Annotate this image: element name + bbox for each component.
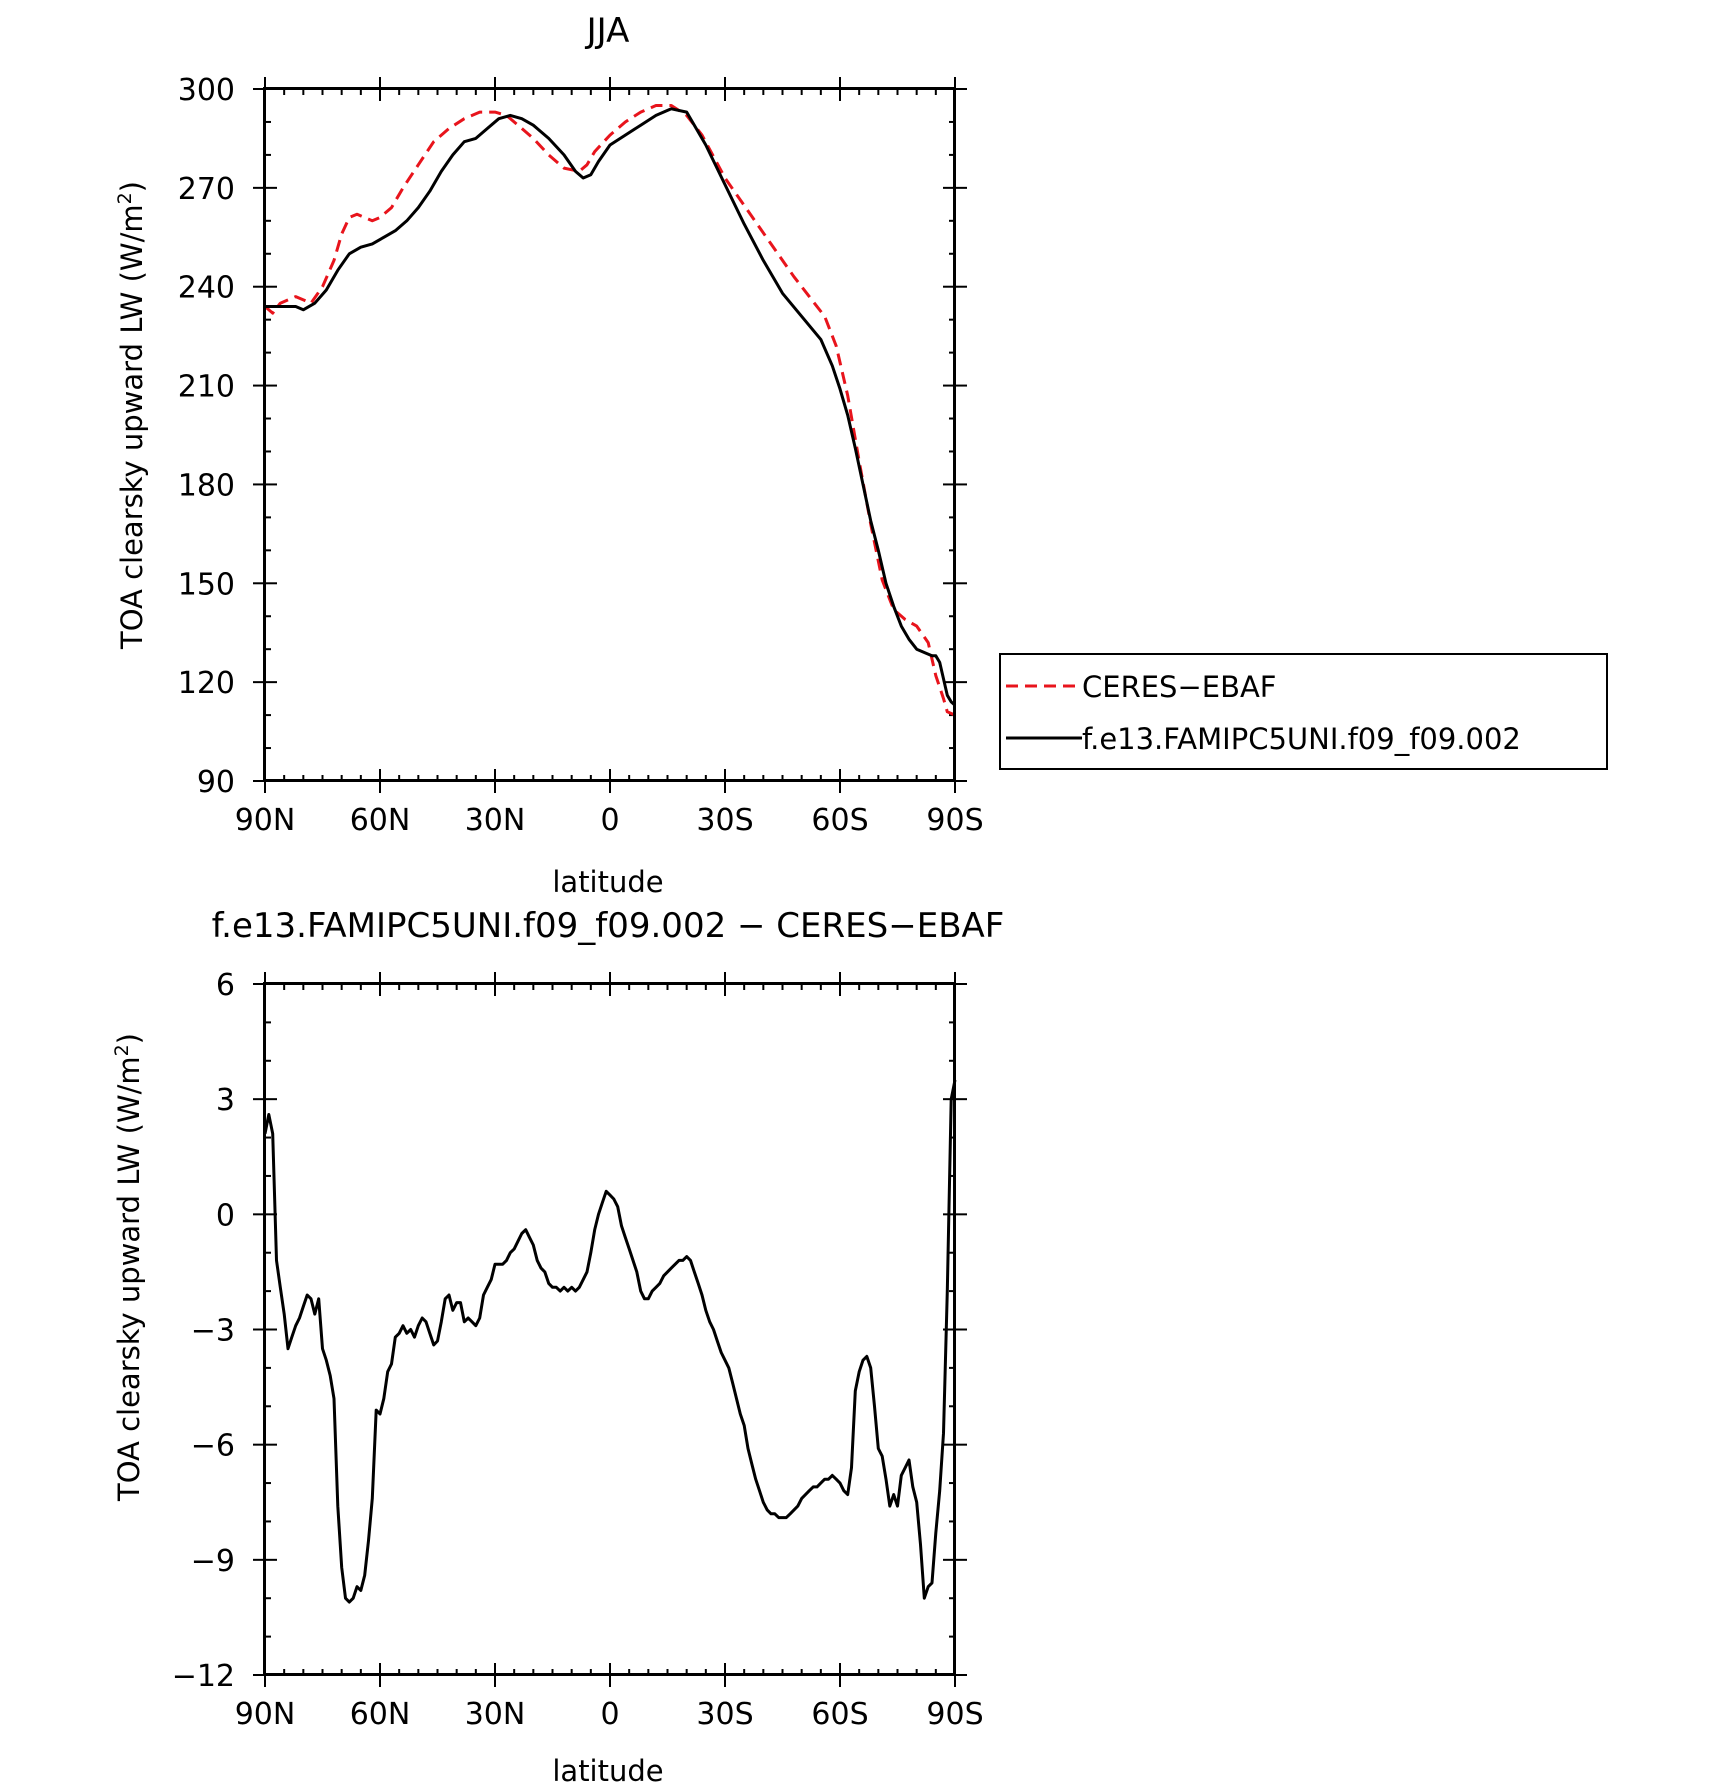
- legend-label-model: f.e13.FAMIPC5UNI.f09_f09.002: [1082, 722, 1521, 756]
- top-x-tick-label: 30S: [696, 803, 753, 838]
- top-y-tick-label: 90: [197, 765, 235, 800]
- bottom-y-tick-label: 3: [216, 1083, 235, 1118]
- bottom-x-tick-label: 30S: [696, 1697, 753, 1732]
- bottom-x-tick-label: 90N: [235, 1697, 296, 1732]
- bottom-x-tick-label: 90S: [926, 1697, 983, 1732]
- legend-label-ceres: CERES−EBAF: [1082, 670, 1277, 704]
- bottom-y-tick-label: −6: [191, 1429, 235, 1464]
- bottom-x-tick-label: 0: [600, 1697, 619, 1732]
- top-y-axis-label: TOA clearsky upward LW (W/m2): [114, 181, 149, 650]
- top-x-tick-label: 60N: [350, 803, 411, 838]
- top-y-tick-label: 120: [178, 666, 235, 701]
- bottom-y-tick-label: −12: [172, 1659, 235, 1694]
- top-series-line-1: [265, 107, 956, 707]
- top-series-line-0: [264, 104, 956, 717]
- bottom-y-tick-label: −9: [191, 1544, 235, 1579]
- bottom-x-axis-label: latitude: [552, 1754, 663, 1788]
- bottom-series-layer: [263, 1079, 957, 1604]
- top-x-tick-label: 0: [600, 803, 619, 838]
- bottom-y-tick-label: 6: [216, 968, 235, 1003]
- bottom-chart-title: f.e13.FAMIPC5UNI.f09_f09.002 − CERES−EBA…: [212, 906, 1005, 946]
- top-y-tick-label: 210: [178, 370, 235, 405]
- top-axis-ticks: 90N 60N 30N 0 30S 60S 90S 90 120 150 180 210 240 270 3…: [178, 73, 984, 838]
- top-chart-panel: JJA TOA clearsky upward LW (W/m2) latitu…: [114, 11, 984, 899]
- bottom-y-tick-label: −3: [191, 1314, 235, 1349]
- top-y-tick-label: 300: [178, 73, 235, 108]
- bottom-x-tick-label: 60N: [350, 1697, 411, 1732]
- bottom-y-tick-label: 0: [216, 1198, 235, 1233]
- top-y-tick-label: 180: [178, 468, 235, 503]
- top-y-tick-label: 150: [178, 567, 235, 602]
- top-series-layer: [264, 104, 956, 717]
- bottom-axis-ticks: 90N 60N 30N 0 30S 60S 90S −12 −9 −6 −3 0 3 6: [172, 968, 984, 1732]
- bottom-x-tick-label: 30N: [465, 1697, 526, 1732]
- legend-box: [999, 653, 1608, 770]
- bottom-x-tick-label: 60S: [811, 1697, 868, 1732]
- bottom-plot-frame: [263, 982, 956, 1676]
- top-x-tick-label: 90N: [235, 803, 296, 838]
- top-y-tick-label: 270: [178, 172, 235, 207]
- bottom-y-axis-label: TOA clearsky upward LW (W/m2): [111, 1033, 146, 1502]
- bottom-series-line-0: [263, 1079, 957, 1604]
- top-x-tick-label: 90S: [926, 803, 983, 838]
- bottom-chart-panel: f.e13.FAMIPC5UNI.f09_f09.002 − CERES−EBA…: [111, 906, 1004, 1788]
- top-x-axis-label: latitude: [552, 865, 663, 899]
- top-y-tick-label: 240: [178, 271, 235, 306]
- top-plot-frame: [263, 87, 956, 782]
- top-x-tick-label: 30N: [465, 803, 526, 838]
- top-x-tick-label: 60S: [811, 803, 868, 838]
- legend: CERES−EBAF f.e13.FAMIPC5UNI.f09_f09.002: [999, 653, 1608, 770]
- top-chart-title: JJA: [585, 11, 630, 51]
